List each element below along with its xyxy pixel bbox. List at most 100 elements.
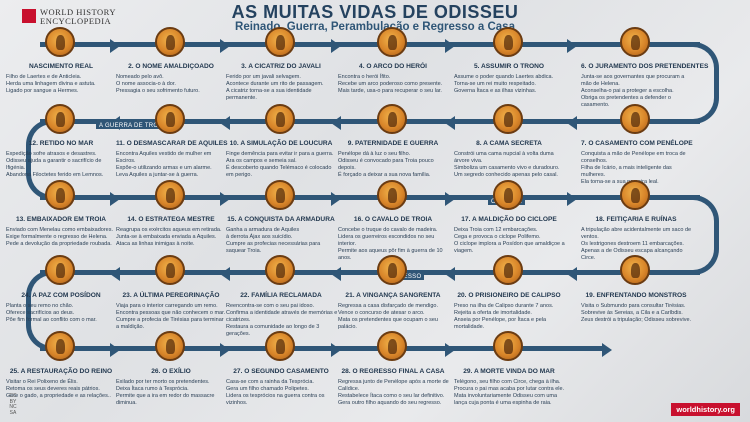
step-description-line: Expedição sofre atrasos e desastres. bbox=[6, 151, 97, 157]
step-description-line: Simboliza um casamento vivo e duradouro. bbox=[454, 164, 560, 171]
step-description-line: à derrota Ájax aos suicídio. bbox=[226, 233, 293, 240]
portrait-medallion-icon bbox=[45, 27, 75, 57]
portrait-medallion-icon bbox=[377, 104, 407, 134]
step-description: Constrói uma cama nupcial à volta duma á… bbox=[454, 151, 566, 179]
step-description-line: Enviado com Menelau como embaixadores. bbox=[6, 227, 114, 233]
step-description: Concebe o truque do cavalo de madeira. Li… bbox=[338, 227, 450, 262]
step-title: 16. O CAVALO DE TROIA bbox=[353, 216, 433, 223]
portrait-medallion-icon bbox=[377, 331, 407, 361]
step-description: Viaja para o interior carregando um remo… bbox=[116, 303, 228, 331]
portrait-medallion-icon bbox=[493, 27, 523, 57]
step-title: 11. O DESMASCARAR DE AQUILES bbox=[116, 140, 228, 147]
direction-arrow-icon bbox=[220, 39, 230, 53]
brand-line-1: WORLD HISTORY bbox=[40, 7, 116, 17]
step-title: 7. O CASAMENTO COM PENÉLOPE bbox=[581, 140, 693, 147]
step-description-line: Oferece sacrifícios ao deus. bbox=[6, 309, 75, 316]
direction-arrow-icon bbox=[331, 267, 341, 281]
step-description: Conquista a mão de Penélope em troca de … bbox=[581, 151, 693, 186]
curve-4-5 bbox=[26, 270, 55, 351]
step-description-line: Anseia por Penélope, por Ítaca e pela mo… bbox=[454, 316, 547, 330]
step-description-line: Ara os campos e semeia sal. bbox=[226, 157, 297, 164]
portrait-medallion-icon bbox=[265, 104, 295, 134]
step-title: 20. O PRISIONEIRO DE CALIPSO bbox=[457, 292, 561, 299]
direction-arrow-icon bbox=[220, 267, 230, 281]
direction-arrow-icon bbox=[110, 343, 120, 357]
portrait-medallion-icon bbox=[493, 104, 523, 134]
step-description: Visitar o Rei Polixeno de Élis. Retoma os… bbox=[6, 379, 118, 400]
step-description-line: Reencontra-se com o seu pai idoso. bbox=[226, 303, 315, 309]
step-description-line: Ataca as linhas inimigas à noite. bbox=[116, 240, 195, 247]
curve-2-3 bbox=[26, 119, 55, 200]
portrait-medallion-icon bbox=[493, 180, 523, 210]
step-title: 8. A CAMA SECRETA bbox=[476, 140, 542, 147]
step-description: Penélope dá à luz o seu filho. Odisseu é … bbox=[338, 151, 450, 179]
step-description-line: Preso na ilha de Calipso durante 7 anos. bbox=[454, 303, 554, 309]
step-description: Reagrupa os exércitos aqueus em retirada… bbox=[116, 227, 228, 248]
portrait-medallion-icon bbox=[45, 104, 75, 134]
portrait-medallion-icon bbox=[620, 255, 650, 285]
portrait-medallion-icon bbox=[155, 104, 185, 134]
step-title: 29. A MORTE VINDA DO MAR bbox=[463, 368, 555, 375]
direction-arrow-icon bbox=[331, 192, 341, 206]
step-description: Visita o Submundo para consultar Tirésia… bbox=[581, 303, 693, 324]
step-description: Finge demência para evitar ir para a gue… bbox=[226, 151, 338, 179]
site-url-link[interactable]: worldhistory.org bbox=[671, 403, 740, 416]
step-description-line: Assume o poder quando Laertes abdica. bbox=[454, 74, 554, 80]
portrait-medallion-icon bbox=[45, 255, 75, 285]
step-description-line: Regressa junto de Penélope após a morte … bbox=[338, 379, 449, 392]
step-description-line: O ciclope implora a Posídon que amaldiço… bbox=[454, 240, 565, 254]
step-description-line: Herda uma linhagem divina e astuta. bbox=[6, 80, 96, 87]
step-description-line: Obriga os pretendentes a defender o casa… bbox=[581, 94, 671, 108]
step-description-line: Retoma os seus deveres reais pátrios. bbox=[6, 385, 100, 392]
license-cc: CC bbox=[9, 393, 17, 399]
step-description-line: Cumpre as profecias necessárias para saq… bbox=[226, 240, 321, 254]
step-description-line: Gera um filho chamado Polipetes. bbox=[226, 385, 309, 392]
step-description: Filho de Laertes e de Anticleia. Herda um… bbox=[6, 74, 118, 95]
license-sa: SA bbox=[9, 409, 17, 416]
lane-row-2 bbox=[40, 119, 700, 124]
step-description-line: Visitar o Rei Polixeno de Élis. bbox=[6, 379, 78, 385]
step-description-line: Odisseu ajuda a garantir o sacrifício de… bbox=[6, 157, 102, 171]
direction-arrow-icon bbox=[445, 343, 455, 357]
end-arrow-icon bbox=[602, 343, 612, 357]
step-description-line: Ligado por sangue a Hermes. bbox=[6, 87, 79, 94]
step-description: Encontra o herói Ífito. Recebe um arco po… bbox=[338, 74, 450, 95]
step-description-line: A cicatriz torna-se a sua identidade per… bbox=[226, 87, 312, 101]
step-title: 27. O SEGUNDO CASAMENTO bbox=[233, 368, 329, 375]
lane-row-3 bbox=[40, 195, 700, 200]
step-description-line: Restabelece Ítaca como o seu lar definit… bbox=[338, 392, 445, 399]
step-title: 19. ENFRENTANDO MONSTROS bbox=[585, 292, 687, 299]
step-description-line: Telégono, seu filho com Circe, chega à i… bbox=[454, 379, 561, 385]
brand-logo-icon bbox=[22, 9, 36, 23]
step-description-line: Encontra o herói Ífito. bbox=[338, 74, 391, 80]
step-description-line: Lidera os guerreiros escondidos no seu i… bbox=[338, 233, 435, 247]
step-title: 10. A SIMULAÇÃO DE LOUCURA bbox=[229, 140, 333, 147]
step-title: 26. O EXÍLIO bbox=[151, 368, 191, 375]
step-description-line: Os lestrigones destroem 11 embarcações. bbox=[581, 240, 684, 247]
step-description-line: Gera outro filho aquando do seu regresso… bbox=[338, 399, 442, 406]
step-description: Regressa a casa disfarçado de mendigo. Ve… bbox=[338, 303, 450, 331]
step-description-line: Casa-se com a rainha da Tesprócia. bbox=[226, 379, 314, 385]
step-description-line: É descoberto quando Telémaco é colocado … bbox=[226, 164, 332, 178]
step-description-line: Planta o seu remo no chão. bbox=[6, 303, 74, 309]
step-title: 22. FAMÍLIA RECLAMADA bbox=[240, 292, 322, 299]
step-title: 28. O REGRESSO FINAL A CASA bbox=[341, 368, 445, 375]
step-description-line: Constrói uma cama nupcial à volta duma á… bbox=[454, 151, 554, 164]
step-title: 18. FEITIÇARIA E RUÍNAS bbox=[595, 216, 677, 223]
direction-arrow-icon bbox=[445, 192, 455, 206]
step-title: 24. A PAZ COM POSÍDON bbox=[21, 292, 101, 299]
step-description: Exilado por ter morto os pretendentes. De… bbox=[116, 379, 228, 407]
step-title: 23. A ÚLTIMA PEREGRINAÇÃO bbox=[122, 292, 220, 299]
portrait-medallion-icon bbox=[620, 27, 650, 57]
step-description-line: Recebe um arco poderoso como presente. bbox=[338, 80, 443, 87]
step-description-line: Cumpre a profecia de Tirésias para termi… bbox=[116, 316, 224, 330]
direction-arrow-icon bbox=[331, 39, 341, 53]
step-description-line: Odisseu é convocado para Troia pouco dep… bbox=[338, 157, 434, 171]
step-description-line: Mais tarde, usa-o para recuperar o seu l… bbox=[338, 87, 442, 94]
direction-arrow-icon bbox=[220, 343, 230, 357]
step-title: 14. O ESTRATEGA MESTRE bbox=[127, 216, 215, 223]
step-description: Ferido por um javali selvagem. Acontece d… bbox=[226, 74, 338, 102]
portrait-medallion-icon bbox=[155, 255, 185, 285]
step-title: 21. A VINGANÇA SANGRENTA bbox=[345, 292, 441, 299]
direction-arrow-icon bbox=[220, 116, 230, 130]
